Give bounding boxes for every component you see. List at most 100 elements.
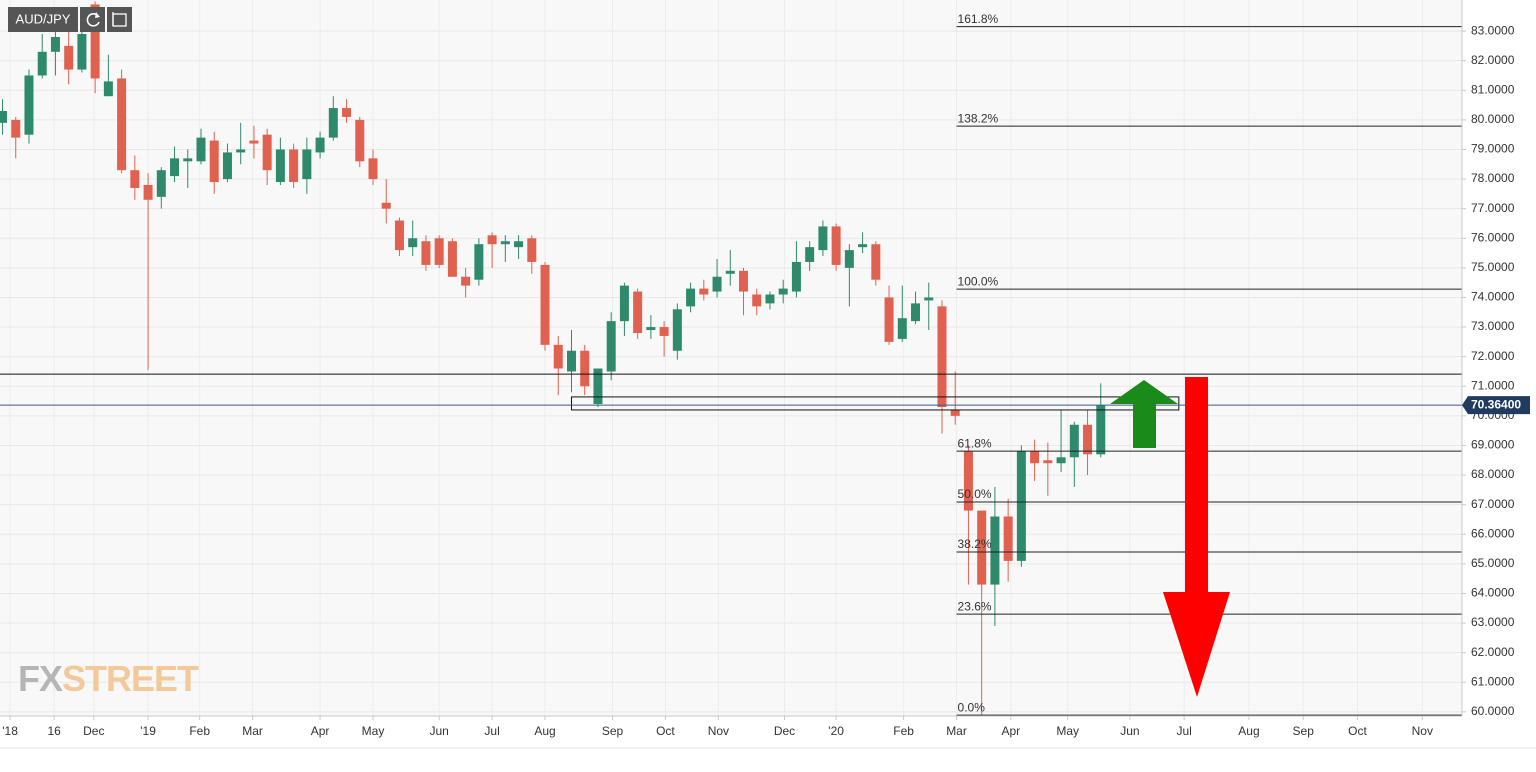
y-tick-label: 81.0000	[1471, 82, 1515, 96]
y-tick-label: 80.0000	[1471, 112, 1515, 126]
candle-body	[1030, 451, 1040, 464]
candle-body	[222, 152, 232, 180]
y-tick-label: 66.0000	[1471, 526, 1515, 540]
candle-body	[606, 321, 616, 372]
candle-body	[871, 244, 881, 280]
x-tick-label: 16	[47, 724, 61, 738]
candle-body	[196, 137, 206, 162]
candle-body	[527, 238, 537, 262]
candle-body	[791, 261, 801, 292]
candle-body	[302, 149, 312, 180]
y-tick-label: 74.0000	[1471, 290, 1515, 304]
x-tick-label: Feb	[189, 724, 210, 738]
candle-body	[672, 309, 682, 351]
refresh-button[interactable]	[80, 7, 105, 32]
y-tick-label: 78.0000	[1471, 171, 1515, 185]
x-tick-label: '19	[140, 724, 156, 738]
x-tick-label: Mar	[242, 724, 263, 738]
y-tick-label: 75.0000	[1471, 260, 1515, 274]
candle-body	[593, 368, 603, 405]
candle-body	[778, 288, 788, 295]
candle-body	[963, 451, 973, 511]
x-tick-label: May	[362, 724, 385, 738]
y-tick-label: 60.0000	[1471, 704, 1515, 718]
x-tick-label: May	[1056, 724, 1079, 738]
current-price-label: 70.36400	[1471, 397, 1521, 411]
candle-body	[1043, 460, 1053, 464]
candle-body	[580, 350, 590, 387]
candle-body	[170, 158, 180, 177]
candle-body	[408, 238, 418, 248]
candle-body	[143, 184, 153, 200]
symbol-box	[8, 7, 78, 32]
candle-body	[897, 318, 907, 339]
y-tick-label: 64.0000	[1471, 586, 1515, 600]
candle-body	[633, 291, 643, 333]
x-tick-label: Sep	[1293, 724, 1315, 738]
refresh-icon	[86, 13, 100, 27]
x-tick-label: Jun	[1120, 724, 1139, 738]
candle-body	[646, 327, 656, 331]
candle-body	[950, 409, 960, 416]
candle-body	[342, 108, 352, 117]
x-tick-label: Nov	[708, 724, 729, 738]
calendar-button[interactable]	[107, 7, 132, 32]
candle-body	[844, 250, 854, 268]
candle-body	[1003, 516, 1013, 561]
x-tick-label: Jul	[484, 724, 499, 738]
down-arrow	[1163, 377, 1230, 697]
y-tick-label: 69.0000	[1471, 438, 1515, 452]
candle-body	[0, 110, 8, 123]
candle-body	[699, 288, 709, 295]
y-tick-label: 67.0000	[1471, 497, 1515, 511]
plot	[0, 1, 1106, 715]
y-tick-label: 79.0000	[1471, 142, 1515, 156]
candle-body	[911, 303, 921, 322]
candle-body	[831, 226, 841, 265]
y-tick-label: 65.0000	[1471, 556, 1515, 570]
y-tick-label: 68.0000	[1471, 467, 1515, 481]
x-tick-label: Sep	[602, 724, 624, 738]
candle-body	[725, 270, 735, 274]
up-arrow	[1110, 380, 1178, 448]
x-tick-label: Nov	[1412, 724, 1433, 738]
candle-body	[619, 285, 629, 322]
candle-body	[686, 288, 696, 307]
candle-body	[659, 327, 669, 336]
y-tick-label: 76.0000	[1471, 230, 1515, 244]
candle-body	[11, 119, 21, 138]
candle-body	[183, 158, 193, 162]
y-tick-label: 77.0000	[1471, 201, 1515, 215]
x-tick-label: Oct	[1348, 724, 1367, 738]
candle-body	[236, 149, 246, 153]
x-tick-label: Apr	[311, 724, 330, 738]
x-tick-label: Dec	[83, 724, 104, 738]
candle-body	[289, 149, 299, 183]
candle-body	[209, 140, 219, 183]
x-tick-label: Apr	[1001, 724, 1020, 738]
candle-body	[275, 149, 285, 183]
y-tick-label: 73.0000	[1471, 319, 1515, 333]
candle-body	[103, 81, 113, 97]
x-tick-label: Dec	[774, 724, 795, 738]
candle-body	[884, 297, 894, 342]
x-tick-label: Aug	[1238, 724, 1259, 738]
fib-label: 100.0%	[958, 274, 999, 288]
candle-body	[315, 137, 325, 153]
candle-body	[540, 264, 550, 345]
candle-body	[712, 276, 722, 292]
candle-body	[990, 516, 1000, 585]
candle-body	[262, 134, 272, 171]
current-price-tag	[1462, 396, 1530, 415]
x-tick-label: '20	[828, 724, 844, 738]
grid	[0, 0, 1462, 716]
y-tick-label: 82.0000	[1471, 53, 1515, 67]
fib-label: 23.6%	[958, 599, 992, 613]
fib-label: 0.0%	[958, 700, 986, 714]
y-tick-label: 83.0000	[1471, 23, 1515, 37]
candle-body	[739, 270, 749, 292]
candle-body	[1056, 457, 1066, 464]
candle-body	[117, 78, 127, 171]
x-tick-label: Mar	[946, 724, 967, 738]
